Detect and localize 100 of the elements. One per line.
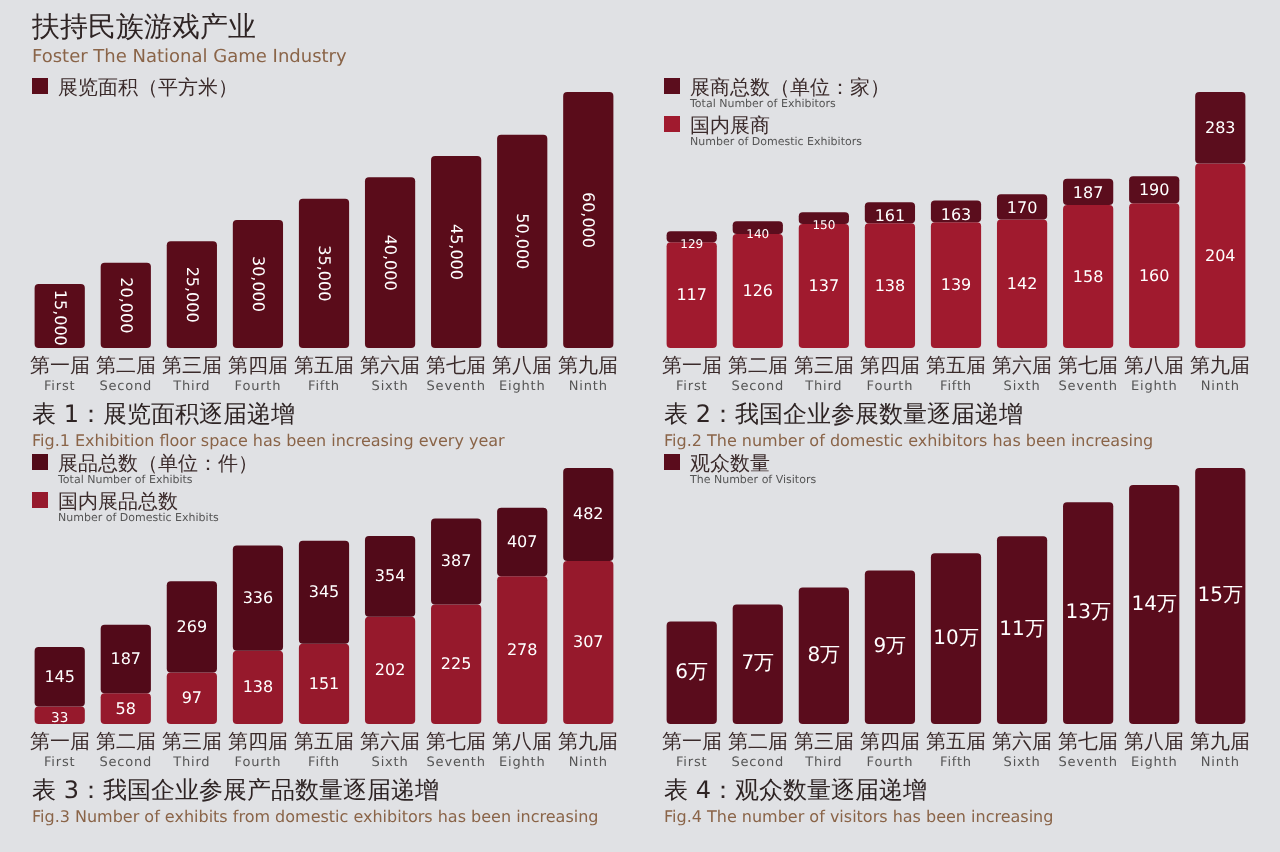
text: Foster The National Game Industry [32,48,348,68]
total-label: 170 [1006,199,1038,218]
bar [1195,468,1246,724]
data-label: 7万 [741,653,775,676]
data-label: 14万 [1131,593,1177,616]
bar [298,643,350,724]
legend-label: 展览面积（平方米） [58,76,238,100]
total-label: 145 [44,667,75,686]
bar [232,545,284,651]
bar [232,650,284,724]
bar [431,604,482,724]
total-label: 283 [1205,118,1236,137]
bar [563,92,614,348]
bar [232,220,284,348]
bar [364,177,416,348]
data-label: 202 [374,661,406,680]
data-label: 204 [1205,246,1236,265]
data-label: 58 [115,699,136,718]
data-label: 10万 [933,627,979,650]
bar [732,221,783,235]
text: 表 1：展览面积逐届递增 [32,400,295,428]
total-label: 190 [1138,181,1170,200]
data-label: 142 [1006,274,1038,293]
bar [1063,502,1114,724]
text: 表 2：我国企业参展数量逐届递增 [664,400,1023,428]
bar [798,587,849,724]
bar [431,518,482,605]
data-label: 35,000 [315,245,333,302]
bar [298,198,350,348]
data-label: 138 [874,276,906,295]
bar [732,604,783,724]
bar [497,576,548,724]
total-label: 407 [506,533,538,552]
bar [1195,163,1246,348]
data-label: 151 [308,674,340,693]
bar [166,241,217,348]
bar [666,621,717,724]
text: 表 4：观众数量逐届递增 [664,776,927,804]
data-label: 20,000 [116,277,135,334]
data-label: 60,000 [579,192,598,248]
bar [298,540,350,644]
bar [666,242,717,348]
bar [996,219,1048,348]
data-label: 25,000 [182,266,201,323]
data-label: 50,000 [513,213,532,270]
bar [732,234,783,348]
bar [34,646,85,707]
bar [930,553,982,724]
text: 表 3：我国企业参展产品数量逐届递增 [32,776,439,804]
data-label: 158 [1072,267,1104,286]
data-label: 13万 [1065,602,1111,625]
bar [1129,203,1180,348]
data-label: 126 [742,282,774,301]
data-label: 138 [242,678,274,697]
data-label: 278 [506,641,538,660]
bar [666,231,717,243]
bar [497,134,548,348]
bar [166,581,217,673]
bar [563,468,614,561]
data-label: 45,000 [447,224,466,280]
total-label: 187 [110,649,142,668]
total-label: 387 [440,552,472,571]
bar [100,262,151,348]
text: Fig.2 The number of domestic exhibitors has been increasing [664,432,1154,450]
data-label: 137 [808,277,840,296]
bar [364,616,416,724]
total-label: 354 [374,567,406,586]
text: Fig.4 The number of visitors has been increasing [664,808,1054,826]
data-label: 9万 [873,636,907,659]
total-label: 163 [940,205,972,224]
text: 扶持民族游戏产业 [30,12,256,44]
data-label: 15,000 [50,289,69,346]
data-label: 160 [1138,266,1170,285]
bar [864,570,916,724]
data-label: 307 [573,633,604,652]
bar [364,535,416,617]
bar [996,536,1048,724]
total-label: 336 [242,589,274,608]
text: Fig.1 Exhibition floor space has been increasing every year [32,432,507,450]
total-label: 345 [308,583,340,602]
bar [1129,485,1180,724]
data-label: 11万 [999,619,1045,642]
total-label: 482 [573,505,604,524]
total-label: 187 [1072,183,1104,202]
bar [798,224,849,348]
data-label: 15万 [1197,585,1244,607]
data-label: 8万 [807,644,841,667]
data-label: 30,000 [248,256,267,312]
bar [1195,92,1246,164]
total-label: 269 [176,617,208,636]
data-label: 97 [181,689,203,708]
data-label: 117 [676,286,707,305]
bar [100,693,151,724]
bar [166,672,217,724]
bar [563,560,614,724]
data-label: 139 [940,276,972,295]
total-label: 161 [874,207,906,226]
bar [100,624,151,694]
data-label: 225 [440,655,472,674]
bar [1063,205,1114,348]
